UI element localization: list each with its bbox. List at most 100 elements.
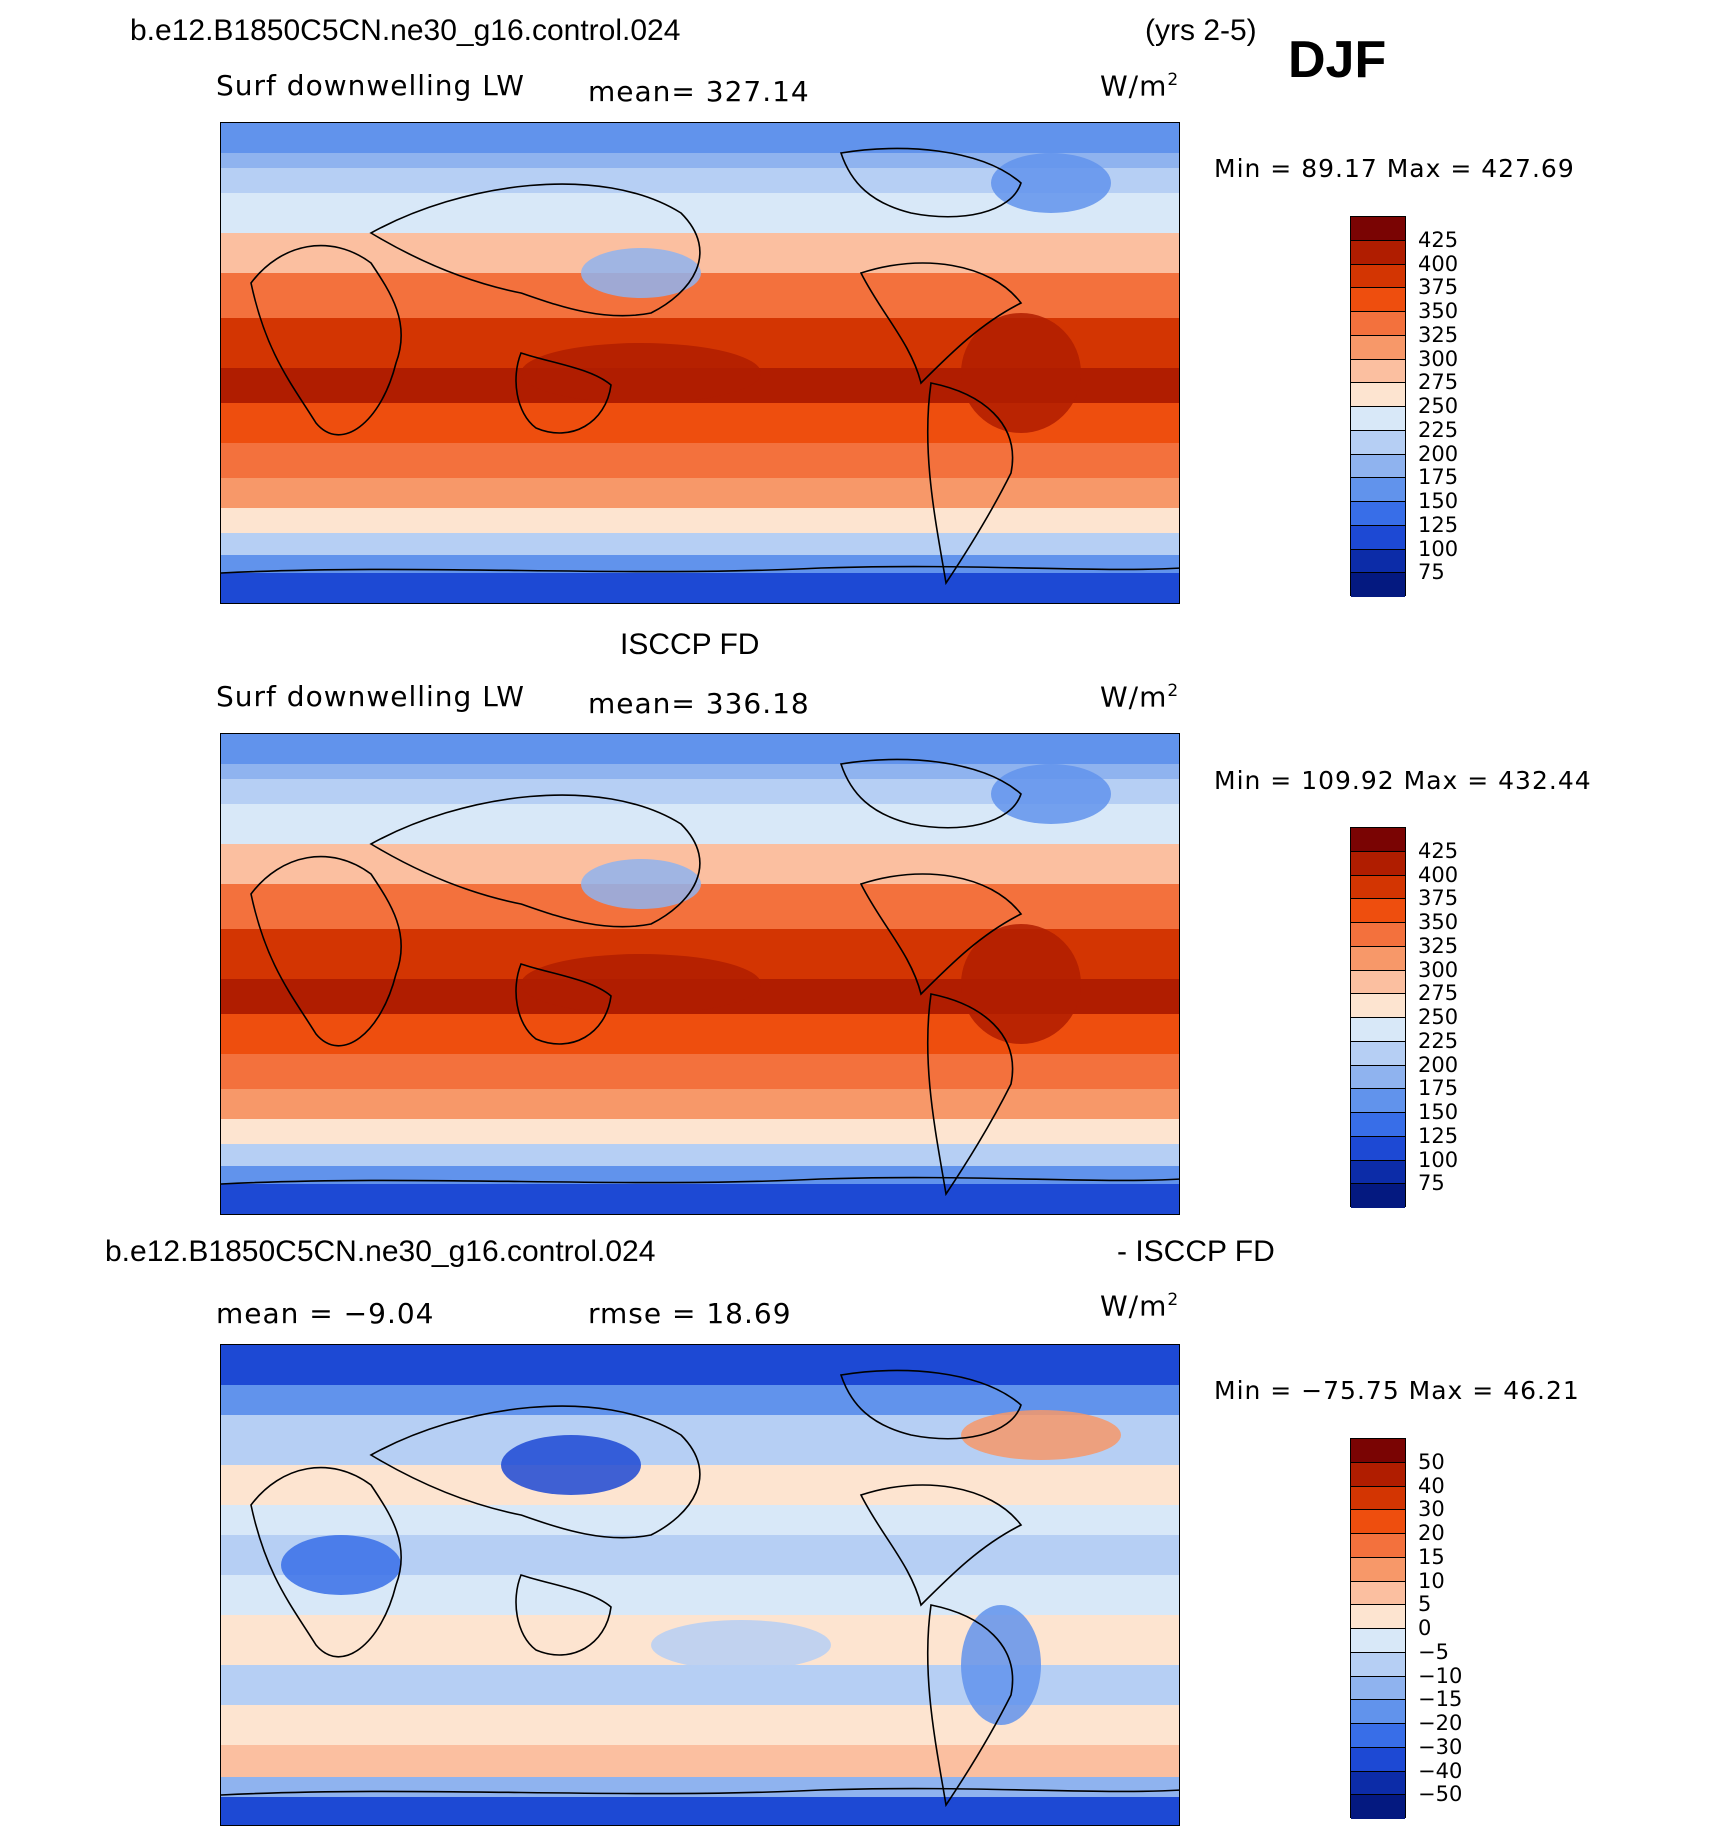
colorbar-tick-label: 350 [1418,299,1459,323]
field-blob [521,343,761,403]
colorbar-tick-label: 425 [1418,227,1459,252]
colorbar-tick-label: 225 [1418,417,1459,442]
panel3-title-right: - ISCCP FD [1117,1235,1275,1268]
colorbar-box [1351,875,1405,900]
colorbar-tick-label: −10 [1418,1663,1463,1688]
colorbar-box [1351,1771,1405,1796]
panel3-minmax: Min = −75.75 Max = 46.21 [1214,1376,1580,1405]
colorbar-tick-label: 425 [1418,838,1459,863]
coastline [221,1787,1179,1796]
colorbar-box [1351,407,1405,431]
colorbar-box [1351,1534,1405,1558]
field-band [221,573,1179,603]
field-blob [501,1435,641,1495]
years-label: (yrs 2-5) [1145,14,1257,47]
case-title: b.e12.B1850C5CN.ne30_g16.control.024 [130,14,681,47]
colorbar-tick-label: 200 [1418,441,1459,466]
colorbar-box [1351,502,1405,526]
field-blob [991,153,1111,213]
field-blob [961,924,1081,1044]
colorbar-box [1351,359,1405,384]
coastline [515,352,612,434]
field-blob [581,859,701,909]
colorbar-box [1351,383,1405,407]
colorbar-box [1351,1160,1405,1185]
panel3-rmse: rmse = 18.69 [588,1297,792,1330]
colorbar-tick-label: 250 [1418,1005,1459,1029]
coastline [221,565,1179,574]
colorbar-box [1351,1795,1405,1819]
colorbar-box [1351,430,1405,455]
season-label: DJF [1288,31,1387,89]
field-band [221,508,1179,533]
colorbar-box [1351,1065,1405,1090]
coastline [250,1466,402,1658]
coastline [859,873,1023,996]
colorbar-box [1351,899,1405,923]
panel2-variable: Surf downwelling LW [216,680,525,713]
panel1-units: W/m2 [1100,69,1180,103]
colorbar-box [1351,478,1405,502]
colorbar-tick-label: 100 [1418,1147,1459,1172]
field-band [221,273,1179,318]
field-band [221,153,1179,168]
colorbar-tick-label: 150 [1418,489,1459,513]
colorbar-tick-label: 75 [1418,560,1445,585]
coastline [859,1484,1023,1607]
colorbar-box [1351,1136,1405,1161]
colorbar-tick-label: 275 [1418,370,1459,395]
colorbar-tick-label: −40 [1418,1758,1463,1783]
field-band [221,443,1179,478]
colorbar-box [1351,1557,1405,1582]
coastline [926,382,1014,586]
panel2-colorbar [1350,827,1406,1208]
field-blob [581,248,701,298]
colorbar-tick-label: 125 [1418,512,1459,537]
coastline [839,1369,1022,1440]
colorbar-box [1351,549,1405,574]
colorbar-tick-label: −30 [1418,1734,1463,1759]
field-band [221,123,1179,153]
colorbar-box [1351,264,1405,289]
field-band [221,1054,1179,1089]
colorbar-tick-label: 375 [1418,275,1459,300]
field-band [221,533,1179,555]
colorbar-tick-label: 400 [1418,862,1459,887]
colorbar-box [1351,1700,1405,1724]
colorbar-box [1351,1629,1405,1653]
coastline [859,262,1023,385]
colorbar-box [1351,1439,1405,1463]
colorbar-tick-label: 125 [1418,1123,1459,1148]
field-band [221,884,1179,929]
field-blob [961,1410,1121,1460]
field-band [221,1166,1179,1184]
field-band [221,1745,1179,1777]
field-blob [961,1605,1041,1725]
colorbar-box [1351,1652,1405,1677]
colorbar-tick-label: 175 [1418,1076,1459,1101]
panel2-minmax: Min = 109.92 Max = 432.44 [1214,766,1592,795]
colorbar-box [1351,1605,1405,1629]
colorbar-tick-label: 175 [1418,465,1459,490]
panel3-mean: mean = −9.04 [216,1297,435,1330]
colorbar-box [1351,946,1405,971]
colorbar-tick-label: 100 [1418,536,1459,561]
colorbar-box [1351,454,1405,479]
coastline [839,758,1022,829]
colorbar-box [1351,525,1405,550]
colorbar-box [1351,994,1405,1018]
colorbar-box [1351,1041,1405,1066]
coastline [839,147,1022,218]
field-blob [651,1620,831,1670]
coastline [369,1405,701,1539]
field-band [221,1119,1179,1144]
panel3-colorbar [1350,1438,1406,1819]
colorbar-box [1351,1462,1405,1487]
colorbar-box [1351,1676,1405,1701]
panel3-map [220,1344,1180,1826]
coastline [221,1176,1179,1185]
panel2-units: W/m2 [1100,680,1180,714]
coastline [515,963,612,1045]
colorbar-tick-label: 325 [1418,322,1459,347]
colorbar-box [1351,1581,1405,1606]
